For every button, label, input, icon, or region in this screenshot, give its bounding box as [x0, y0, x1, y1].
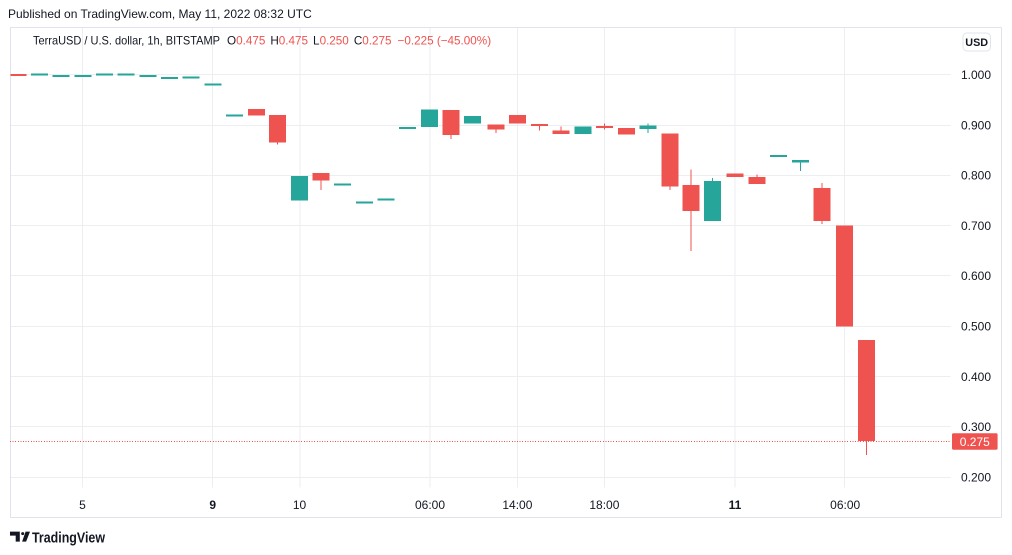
svg-text:TradingView: TradingView	[32, 530, 105, 546]
svg-text:USD: USD	[965, 37, 988, 49]
svg-text:0.400: 0.400	[961, 370, 991, 384]
svg-text:0.900: 0.900	[961, 118, 991, 132]
svg-text:18:00: 18:00	[589, 498, 619, 512]
svg-text:9: 9	[209, 498, 216, 512]
svg-text:0.800: 0.800	[961, 169, 991, 183]
svg-text:0.500: 0.500	[961, 320, 991, 334]
svg-text:11: 11	[729, 498, 742, 512]
svg-text:TerraUSD / U.S. dollar, 1h, BI: TerraUSD / U.S. dollar, 1h, BITSTAMP O0.4…	[33, 35, 491, 48]
svg-text:5: 5	[79, 498, 86, 512]
svg-text:0.200: 0.200	[961, 470, 991, 484]
svg-text:1.000: 1.000	[961, 68, 991, 82]
svg-text:06:00: 06:00	[415, 498, 445, 512]
svg-text:0.275: 0.275	[960, 435, 990, 449]
svg-text:10: 10	[293, 498, 307, 512]
svg-text:0.600: 0.600	[961, 269, 991, 283]
svg-text:0.700: 0.700	[961, 219, 991, 233]
svg-text:06:00: 06:00	[830, 498, 860, 512]
svg-text:Published on TradingView.com,: Published on TradingView.com, May 11, 20…	[8, 7, 312, 21]
svg-text:14:00: 14:00	[502, 498, 532, 512]
svg-text:0.300: 0.300	[961, 420, 991, 434]
